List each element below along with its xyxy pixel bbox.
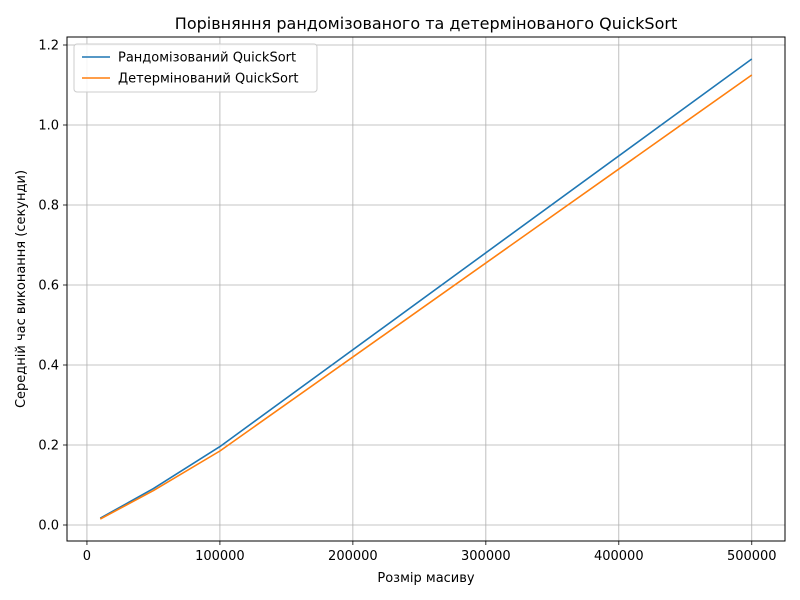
y-tick-label: 0.8: [38, 199, 59, 214]
y-tick-label: 0.2: [38, 439, 59, 454]
plot-area-frame: [66, 36, 786, 542]
x-axis-label: Розмір масиву: [377, 571, 475, 586]
x-tick-label: 500000: [727, 549, 777, 564]
y-tick-label: 0.6: [38, 279, 59, 294]
legend-entry-1: Детермінований QuickSort: [118, 72, 298, 87]
y-tick-label: 0.0: [38, 519, 59, 534]
x-tick-label: 300000: [461, 549, 511, 564]
series-line-1: [99, 74, 753, 520]
y-tick-label: 0.4: [38, 359, 59, 374]
y-tick-label: 1.0: [38, 119, 59, 134]
legend: Рандомізований QuickSort Детермінований Q…: [73, 43, 318, 93]
axis-ticks: 0 100000 200000 300000 400000 500000 0.0 0.2 0.4…: [38, 39, 776, 565]
legend-box: [73, 43, 318, 93]
legend-entry-0: Рандомізований QuickSort: [118, 51, 296, 66]
y-axis-label: Середній час виконання (секунди): [14, 170, 29, 408]
x-tick-label: 200000: [328, 549, 378, 564]
series-lines: [99, 58, 753, 520]
x-tick-label: 400000: [594, 549, 644, 564]
x-tick-label: 0: [83, 549, 91, 564]
chart-title: Порівняння рандомізованого та детермінов…: [175, 14, 677, 33]
y-tick-label: 1.2: [38, 39, 59, 54]
grid: [67, 37, 785, 541]
series-line-0: [99, 58, 753, 519]
x-tick-label: 100000: [195, 549, 245, 564]
